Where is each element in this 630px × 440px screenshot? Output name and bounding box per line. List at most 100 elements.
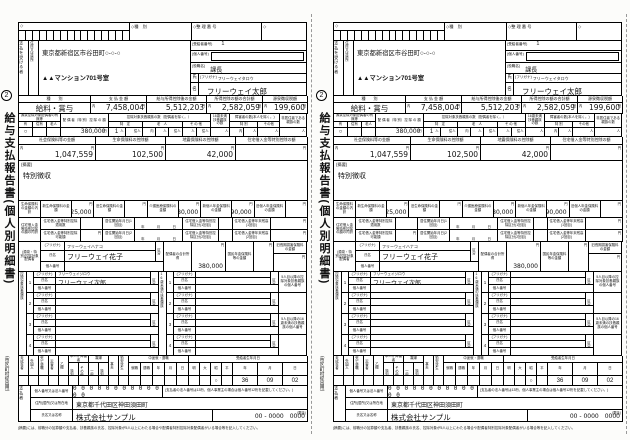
- kubun-label: 区分: [466, 299, 471, 306]
- id-box: [355, 31, 362, 40]
- id-box: [417, 31, 425, 40]
- mynumber-field[interactable]: [511, 348, 594, 356]
- mynumber-label: 個人番号: [174, 348, 196, 356]
- name-label: 氏名: [489, 299, 511, 306]
- old-pension-label: 旧個人年金保険料の金額: [254, 201, 286, 218]
- mynumber-field[interactable]: [511, 327, 594, 335]
- mynumber-field[interactable]: [371, 327, 474, 335]
- mynumber-field[interactable]: [371, 285, 474, 293]
- kubun-cell: 区分: [466, 314, 474, 327]
- mynumber-field[interactable]: [196, 285, 279, 293]
- col-widower: 寡夫: [109, 356, 119, 376]
- mynumber-field[interactable]: [56, 348, 159, 356]
- row-number: 3: [482, 314, 489, 335]
- recipient-address-field[interactable]: 東京都新宿区市谷田町○-○-○ ▲▲マンション701号室: [354, 41, 506, 96]
- mynumber-field[interactable]: [56, 285, 159, 293]
- col-minor: 未成年者: [334, 356, 344, 376]
- mynumber-field[interactable]: [196, 327, 279, 335]
- col-widow-group-label: 寡婦: [404, 356, 424, 363]
- remarks-label: (摘要): [21, 162, 33, 167]
- era-meiji: 明: [504, 363, 515, 376]
- residence-start-2-label: 居住開始年月日(2回目): [103, 230, 135, 242]
- recipient-mynumber-field[interactable]: [525, 52, 619, 61]
- mynumber-field[interactable]: [371, 306, 474, 314]
- recipient-side-label: 支払を受ける者: [334, 41, 344, 96]
- housing-apply-count-label: 住宅借入金等特別控除適用数: [356, 218, 396, 230]
- birthdate-label: 受給者生年月日: [189, 356, 308, 363]
- spouse-mynumber-field[interactable]: [380, 262, 479, 272]
- spouse-mynumber-field[interactable]: [65, 262, 164, 272]
- spouse-deduction-label: 配 偶 者（特 別）控 除 の 額: [376, 114, 424, 128]
- col-disabled-special-text: 特別: [384, 369, 389, 376]
- dependent-name: [56, 320, 151, 327]
- col-widow-general: 一般: [89, 363, 99, 376]
- recipient-mynumber-field[interactable]: [210, 52, 304, 61]
- recipient-block: 支払を受ける者 住所又は居所 東京都新宿区市谷田町○-○-○ ▲▲マンション70…: [19, 41, 307, 96]
- housing-breakdown-section-label: 住宅借入金等特別控除の額の内訳: [19, 218, 41, 242]
- yen-mark: 円: [90, 146, 94, 150]
- id-box: [396, 31, 404, 40]
- blank-cell: 人: [244, 128, 259, 137]
- yen-mark: 円: [302, 219, 306, 223]
- life-insurance-value: 円 102,500: [96, 145, 166, 161]
- payment-after-deduction-value: 円 5,512,203: [462, 103, 522, 114]
- kubun-cell: 区分: [466, 293, 474, 306]
- kubun-label: 区分: [271, 278, 276, 285]
- yen-mark: 円: [583, 243, 587, 247]
- residence-start-1-date: 年月日: [135, 218, 183, 230]
- blank-cell: [456, 376, 468, 386]
- id-box: [61, 31, 68, 40]
- col-foreigner-text: 外国人: [344, 358, 349, 369]
- mynumber-field[interactable]: [196, 306, 279, 314]
- id-boxes[interactable]: [19, 31, 130, 41]
- remarks-box[interactable]: (摘要) 特別徴収: [334, 161, 623, 201]
- payment-header-after-deduction: 給与所得控除後の金額: [147, 96, 207, 103]
- blank-cell: [109, 376, 119, 386]
- blank-cell: [362, 128, 376, 137]
- furigana-label: (フリガナ): [349, 314, 371, 320]
- dependent-furigana: [196, 272, 271, 278]
- payer-address-label: 住所(居所)又は所在地: [31, 398, 73, 410]
- new-pension-value: 円 90,000: [547, 201, 570, 218]
- junin-mark: 従人: [201, 129, 209, 133]
- dependent-name: [511, 299, 586, 306]
- name-label: 氏名: [174, 278, 196, 285]
- name-label: 氏名: [41, 251, 65, 262]
- id-box: [123, 31, 129, 40]
- national-pension-label: 国民年金保険料等の金額: [226, 242, 254, 272]
- mynumber-field[interactable]: [56, 327, 159, 335]
- furigana-label: (フリガナ): [489, 293, 511, 299]
- id-box: [102, 31, 110, 40]
- status-row: 未成年者 外国人 死亡退職 災害者 乙欄 本人が障害者 特別 その他: [334, 356, 623, 386]
- blank-cell: [354, 376, 364, 386]
- recipient-furigana-row: 氏 (フリガナ) フリーウェイタロウ: [191, 74, 307, 83]
- mynumber-field[interactable]: [56, 306, 159, 314]
- birth-year-value: 36: [548, 376, 573, 386]
- dependents-right-rows: 1 (フリガナ) 氏名 区分 個人番号: [167, 272, 279, 356]
- sub-tokubetsu: 特 別: [545, 122, 574, 128]
- birth-year-label: 年: [233, 363, 258, 376]
- under16-count-group: 16歳未満扶養親族の数 人: [210, 114, 231, 137]
- kubun-label: 区分: [156, 248, 161, 255]
- recipient-address-field[interactable]: 東京都新宿区市谷田町○-○-○ ▲▲マンション701号室: [39, 41, 191, 96]
- blank-cell: 内: [457, 128, 471, 137]
- mynumber-field[interactable]: [196, 348, 279, 356]
- uchi-mark: 内: [465, 129, 469, 133]
- name-label: 氏名: [349, 299, 371, 306]
- kubun-cell: 区分: [586, 272, 594, 285]
- remarks-box[interactable]: (摘要) 特別徴収: [19, 161, 308, 201]
- dependent-name: フリーウェイ次郎: [56, 278, 151, 285]
- era-heisei: 平: [222, 363, 233, 376]
- blank-cell: [404, 376, 414, 386]
- yen-mark: 円: [412, 231, 416, 235]
- dependents-count-label: 控除対象扶養親族の数（配偶者を除く。）: [423, 114, 526, 122]
- yen-mark: 円: [302, 231, 306, 235]
- mynumber-label: 個人番号: [174, 306, 196, 314]
- mynumber-field[interactable]: [371, 348, 474, 356]
- id-boxes[interactable]: [334, 31, 445, 41]
- blank-cell: [49, 376, 59, 386]
- mynumber-field[interactable]: [511, 306, 594, 314]
- spouse-income-value: 円 380,000: [192, 242, 226, 272]
- mynumber-field[interactable]: [511, 285, 594, 293]
- name-label: 氏名: [174, 320, 196, 327]
